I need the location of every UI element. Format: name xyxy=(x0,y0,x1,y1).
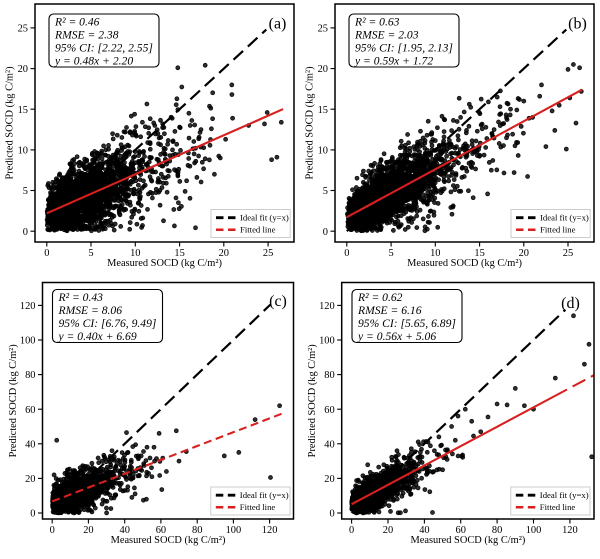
svg-text:Fitted line: Fitted line xyxy=(240,225,276,235)
svg-text:y = 0.48x + 2.20: y = 0.48x + 2.20 xyxy=(54,55,133,68)
svg-text:0: 0 xyxy=(23,227,28,238)
svg-text:R² = 0.46: R² = 0.46 xyxy=(54,16,100,29)
svg-text:10: 10 xyxy=(18,146,28,157)
svg-text:Predicted SOCD (kg C/m²): Predicted SOCD (kg C/m²) xyxy=(5,66,16,179)
svg-text:(a): (a) xyxy=(269,15,287,32)
svg-text:25: 25 xyxy=(263,248,273,259)
svg-text:5: 5 xyxy=(88,248,93,259)
svg-text:20: 20 xyxy=(18,64,28,75)
svg-text:Ideal fit (y=x): Ideal fit (y=x) xyxy=(240,213,289,223)
svg-text:RMSE = 2.38: RMSE = 2.38 xyxy=(54,29,119,42)
svg-text:0: 0 xyxy=(44,248,49,259)
svg-text:15: 15 xyxy=(18,105,28,116)
svg-text:Measured SOCD (kg C/m²): Measured SOCD (kg C/m²) xyxy=(107,258,222,269)
svg-text:5: 5 xyxy=(23,186,28,197)
svg-text:95% CI: [2.22, 2.55]: 95% CI: [2.22, 2.55] xyxy=(55,42,153,55)
svg-text:25: 25 xyxy=(18,24,28,35)
